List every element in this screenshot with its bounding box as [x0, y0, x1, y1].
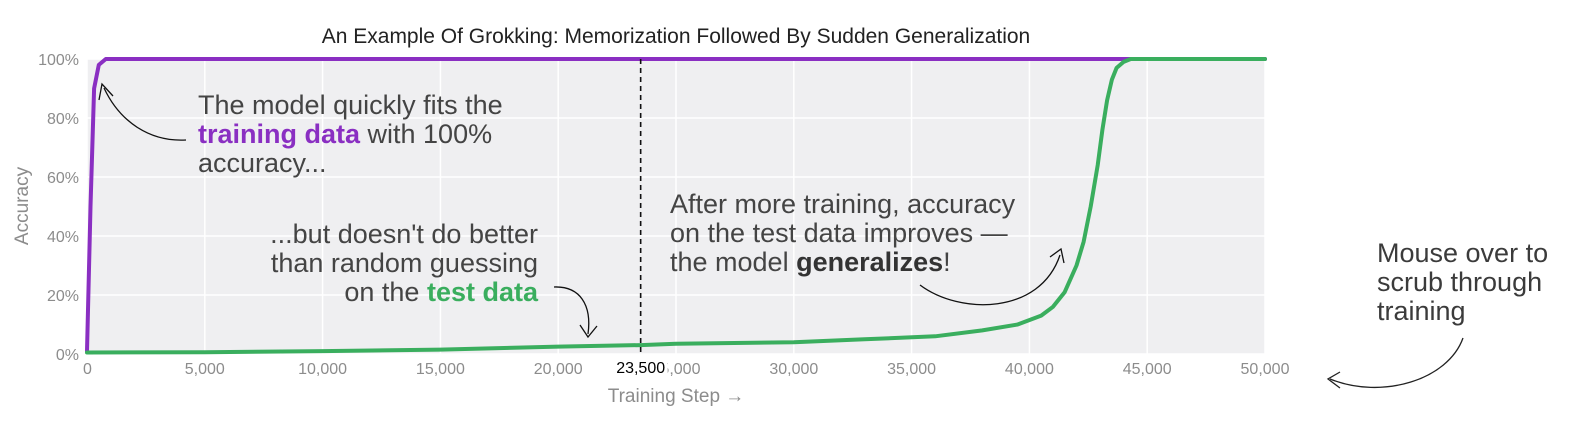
x-tick-label: 40,000 — [1005, 361, 1054, 378]
x-tick-label: 35,000 — [887, 361, 936, 378]
scrub-marker-label-bg — [613, 356, 668, 378]
y-tick-label: 20% — [47, 288, 79, 305]
y-axis-title: Accuracy — [12, 166, 33, 245]
x-tick-label: 0 — [83, 361, 92, 378]
annotation-train-arrowhead — [98, 82, 114, 101]
y-tick-label: 0% — [56, 347, 79, 364]
scrub-callout-line-3: training — [1377, 296, 1466, 326]
annotation-generalize-line-3-prefix: the model — [670, 247, 796, 277]
annotation-generalize-line-1: After more training, accuracy — [670, 189, 1016, 219]
annotation-train-arrow — [103, 87, 187, 141]
y-tick-label: 100% — [38, 52, 79, 69]
scrub-callout-line-1: Mouse over to — [1377, 238, 1548, 268]
y-axis-ticks: 0% 20% 40% 60% 80% 100% — [38, 52, 79, 364]
annotation-test-arrowhead — [579, 324, 598, 339]
annotation-generalize-line-3-suffix: ! — [943, 247, 951, 277]
scrub-callout-arrow — [1329, 337, 1464, 389]
x-tick-label: 20,000 — [534, 361, 583, 378]
annotation-train-line-2: training data with 100% — [198, 119, 492, 149]
series-line-test — [85, 57, 1267, 355]
y-tick-label: 40% — [47, 229, 79, 246]
scrub-callout-line-2: scrub through — [1377, 267, 1542, 297]
x-tick-label: 10,000 — [298, 361, 347, 378]
x-axis-ticks: 0 5,000 10,000 15,000 20,000 25,000 30,000 35,0… — [83, 361, 1290, 378]
x-tick-label: 5,000 — [185, 361, 225, 378]
series-line-train — [85, 57, 1267, 354]
scrub-callout-arrowhead — [1326, 371, 1341, 389]
series-layer — [85, 57, 1267, 355]
y-tick-label: 80% — [47, 111, 79, 128]
annotation-train-line-3: accuracy... — [198, 148, 327, 178]
annotation-generalize: After more training, accuracy on the tes… — [670, 189, 1065, 306]
scrub-marker-label: 23,500 — [616, 360, 665, 377]
annotation-train-highlight: training data — [198, 119, 361, 149]
x-tick-label: 30,000 — [769, 361, 818, 378]
x-axis-title: Training Step → — [608, 386, 745, 407]
annotation-test: ...but doesn't do better than random gue… — [270, 219, 598, 339]
annotation-test-highlight: test data — [427, 277, 539, 307]
annotation-generalize-arrow — [919, 254, 1061, 306]
annotation-generalize-arrowhead — [1049, 247, 1065, 264]
annotation-test-line-1: ...but doesn't do better — [270, 219, 538, 249]
x-tick-label: 45,000 — [1123, 361, 1172, 378]
annotation-test-line-2: than random guessing — [271, 248, 538, 278]
annotation-train: The model quickly fits the training data… — [98, 82, 503, 178]
annotation-train-line-2-rest: with 100% — [360, 119, 492, 149]
chart-title: An Example Of Grokking: Memorization Fol… — [322, 25, 1031, 48]
annotation-test-line-3-prefix: on the — [344, 277, 427, 307]
annotation-test-arrow — [553, 286, 590, 335]
grid-lines — [86, 58, 1266, 355]
x-tick-label: 50,000 — [1241, 361, 1290, 378]
y-tick-label: 60% — [47, 170, 79, 187]
scrub-callout: Mouse over to scrub through training — [1326, 238, 1548, 389]
annotation-test-line-3: on the test data — [344, 277, 539, 307]
annotation-generalize-line-2: on the test data improves — — [670, 218, 1008, 248]
annotation-train-line-1: The model quickly fits the — [198, 90, 503, 120]
annotation-generalize-highlight: generalizes — [796, 247, 943, 277]
x-tick-label: 15,000 — [416, 361, 465, 378]
annotation-generalize-line-3: the model generalizes! — [670, 247, 951, 277]
